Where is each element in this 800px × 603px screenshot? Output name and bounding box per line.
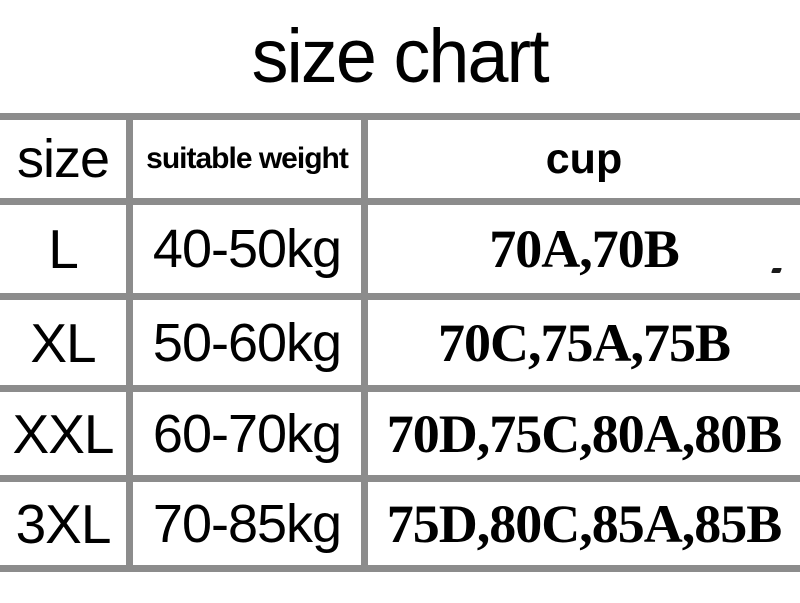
weight-cell: 70-85kg [126, 482, 361, 565]
table-row: XXL 60-70kg 70D,75C,80A,80B [0, 392, 800, 482]
cup-cell: 70C,75A,75B [361, 300, 800, 385]
header-cup: cup [361, 120, 800, 198]
table-row: XL 50-60kg 70C,75A,75B [0, 300, 800, 392]
weight-cell: 50-60kg [126, 300, 361, 385]
size-cell: XL [30, 311, 96, 374]
header-size: size [16, 129, 110, 189]
cup-cell: 75D,80C,85A,85B [361, 482, 800, 565]
weight-cell: 40-50kg [126, 205, 361, 293]
table-header-row: size suitable weight cup [0, 120, 800, 205]
weight-cell: 60-70kg [126, 392, 361, 475]
page-title: size chart [251, 14, 550, 99]
size-chart-table: size suitable weight cup L 40-50kg 70A,7… [0, 113, 800, 572]
size-cell: L [48, 218, 79, 280]
cup-cell: 70A,70B [361, 205, 800, 293]
page-header: size chart [0, 0, 800, 113]
size-cell: 3XL [15, 492, 112, 555]
size-cell: XXL [12, 402, 115, 465]
table-row: 3XL 70-85kg 75D,80C,85A,85B [0, 482, 800, 565]
header-weight: suitable weight [126, 120, 361, 198]
stray-ink-mark [771, 268, 782, 273]
table-row: L 40-50kg 70A,70B [0, 205, 800, 300]
cup-cell: 70D,75C,80A,80B [361, 392, 800, 475]
